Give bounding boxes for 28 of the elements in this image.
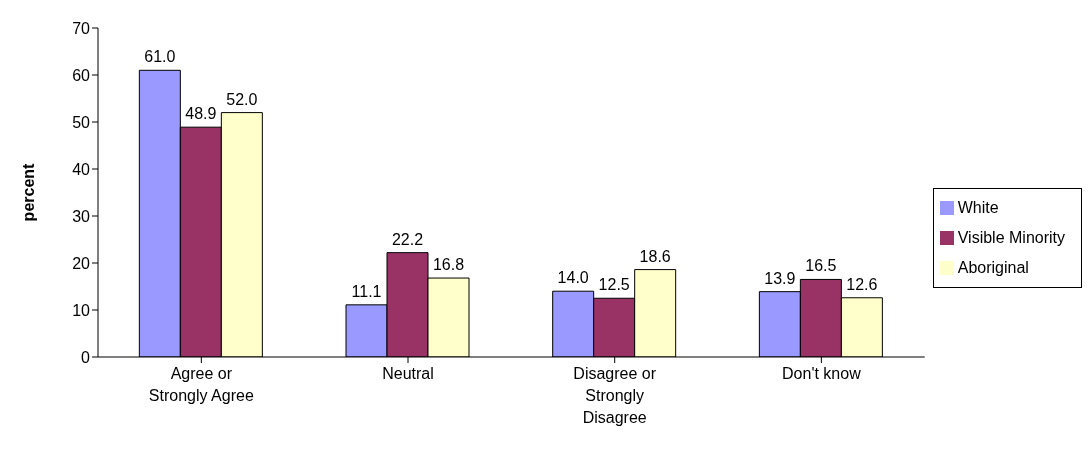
y-tick-label: 10 <box>72 301 91 319</box>
y-tick-label: 20 <box>72 254 91 272</box>
y-tick-label: 50 <box>72 113 91 131</box>
data-label: 16.8 <box>432 256 465 274</box>
legend-label: White <box>957 198 999 216</box>
x-tick-label: Agree or Strongly Agree <box>148 365 254 404</box>
data-label: 61.0 <box>144 48 176 66</box>
y-tick-label: 60 <box>72 66 91 84</box>
data-label: 14.0 <box>557 269 589 287</box>
y-axis-title: percent <box>19 162 37 222</box>
data-label: 52.0 <box>226 90 258 108</box>
data-label: 11.1 <box>351 282 382 300</box>
data-label: 18.6 <box>639 247 671 265</box>
legend-label: Aboriginal <box>957 258 1029 276</box>
data-label: 22.2 <box>391 230 424 248</box>
y-tick-label: 70 <box>72 19 91 37</box>
y-tick-label: 0 <box>81 348 91 366</box>
y-tick-label: 30 <box>72 207 91 225</box>
data-label: 12.5 <box>598 276 630 294</box>
y-tick-label: 40 <box>72 160 91 178</box>
data-label: 12.6 <box>846 275 878 293</box>
x-tick-label: Neutral <box>382 365 434 382</box>
data-label: 16.5 <box>805 257 837 275</box>
data-label: 13.9 <box>764 269 796 287</box>
x-tick-label: Don't know <box>782 365 862 382</box>
x-tick-label: Disagree or Strongly Disagree <box>573 365 657 426</box>
data-label: 48.9 <box>185 105 217 123</box>
legend-label: Visible Minority <box>957 228 1065 246</box>
